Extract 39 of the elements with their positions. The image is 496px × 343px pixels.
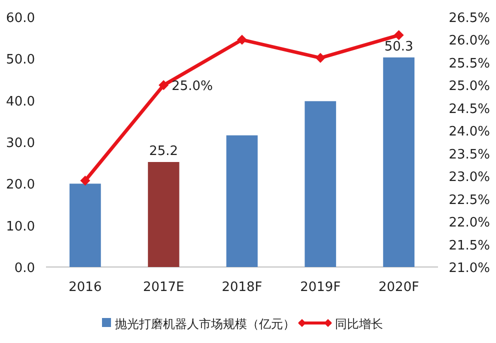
point [237, 34, 247, 45]
bar [226, 135, 258, 267]
bar [148, 162, 180, 267]
bar [383, 57, 414, 267]
y-tick-label: 0.0 [14, 261, 35, 276]
point [80, 176, 90, 186]
data-label: 50.3 [384, 39, 414, 54]
y-tick-label: 30.0 [6, 136, 35, 151]
data-label: 25.0% [172, 79, 213, 94]
y-tick-label: 50.0 [6, 52, 35, 68]
y2-tick-label: 24.0% [448, 124, 490, 140]
y-tick-label: 10.0 [6, 219, 35, 234]
bar [70, 184, 101, 267]
legend-label: 抛光打磨机器人市场规模（亿元） [115, 317, 295, 331]
y2-tick-label: 22.0% [448, 216, 490, 231]
y-tick-label: 40.0 [6, 94, 35, 110]
point [158, 80, 169, 90]
x-tick-label: 2016 [68, 280, 102, 295]
y2-tick-label: 26.0% [448, 34, 490, 49]
x-tick-label: 2019F [300, 280, 341, 295]
legend-label: 同比增长 [335, 317, 383, 331]
y2-tick-label: 21.0% [448, 261, 490, 276]
y2-tick-label: 25.5% [448, 56, 490, 72]
x-tick-label: 2020F [378, 280, 420, 295]
point [315, 52, 326, 63]
x-tick-label: 2017E [142, 280, 184, 295]
y-tick-label: 60.0 [6, 11, 35, 26]
y2-tick-label: 25.0% [448, 79, 490, 94]
bar [304, 101, 336, 267]
y2-tick-label: 23.0% [448, 170, 490, 186]
y2-tick-label: 23.5% [448, 147, 490, 162]
data-label: 25.2 [149, 144, 178, 159]
point [394, 30, 404, 40]
y2-tick-label: 24.5% [448, 102, 490, 117]
y-tick-label: 20.0 [6, 178, 35, 193]
y2-tick-label: 26.5% [448, 11, 490, 26]
x-tick-label: 2018F [222, 280, 262, 295]
y2-tick-label: 22.5% [448, 192, 490, 208]
y2-tick-label: 21.5% [448, 238, 490, 254]
